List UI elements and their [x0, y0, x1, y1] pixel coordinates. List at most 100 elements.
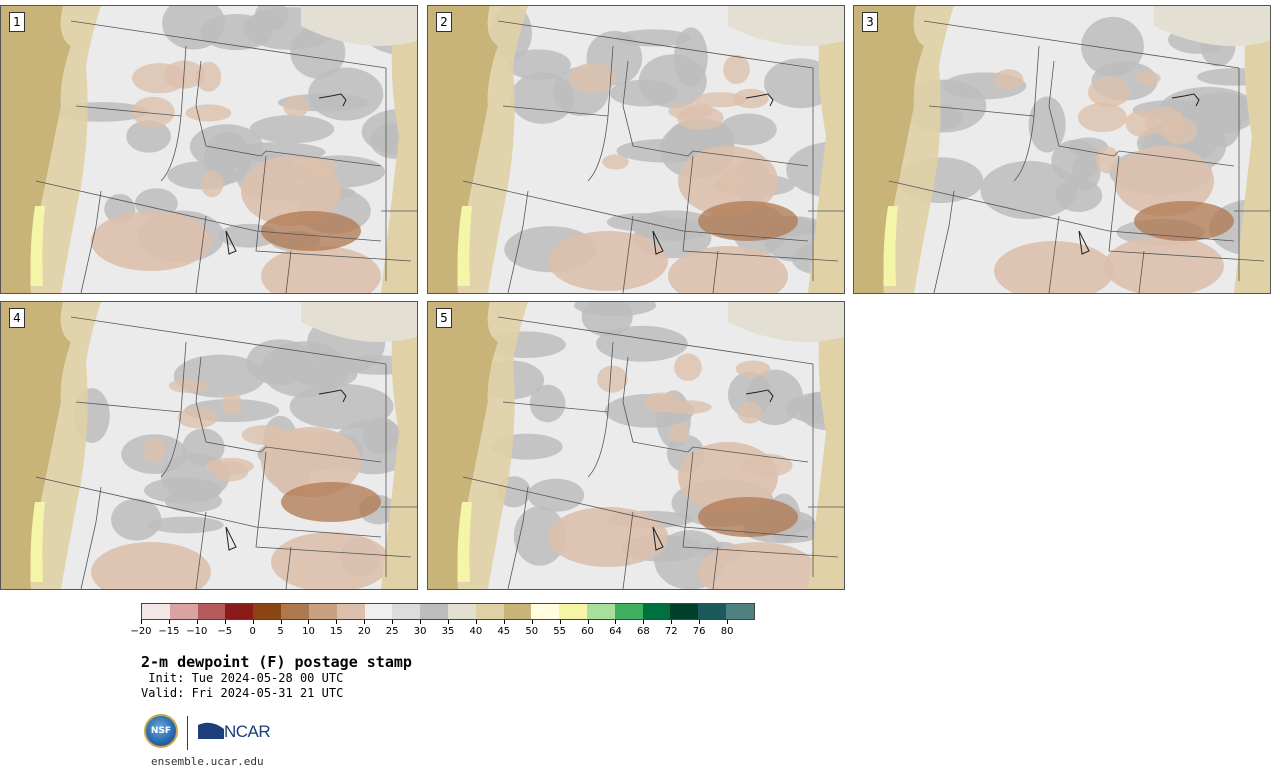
logo-divider [187, 716, 188, 750]
colorbar-swatch [142, 604, 170, 619]
site-url: ensemble.ucar.edu [151, 755, 264, 768]
state-border [1048, 60, 1235, 167]
low-dewpoint-area [289, 383, 394, 430]
colorbar-tick-label: 10 [302, 626, 315, 637]
colorbar-tick [503, 620, 505, 624]
pacific-ocean [428, 6, 498, 293]
low-dewpoint-area [506, 49, 571, 80]
state-border [255, 451, 412, 558]
moist-area [808, 302, 844, 589]
colorbar-tick-label: 40 [469, 626, 483, 637]
low-dewpoint-area [631, 210, 716, 242]
dry-area [1096, 146, 1119, 174]
dry-area [205, 457, 254, 475]
state-border [682, 451, 839, 558]
dry-area [1077, 102, 1127, 133]
colorbar-tick-label: 68 [636, 626, 650, 637]
colorbar-swatch [475, 604, 504, 619]
very-dry-area [1134, 201, 1234, 241]
colorbar-swatch [253, 604, 282, 619]
state-border [622, 511, 634, 589]
dry-area [668, 246, 788, 293]
colorbar-tick-label: 20 [357, 626, 371, 637]
state-border [160, 411, 182, 478]
dry-area [283, 95, 309, 118]
colorbar-tick [671, 620, 673, 624]
low-dewpoint-area [527, 478, 585, 512]
panel-number-label: 3 [862, 12, 878, 32]
state-border [285, 250, 292, 293]
coastal-humid-area [457, 502, 472, 582]
reservoir-lake [745, 389, 774, 403]
dry-area [271, 532, 391, 589]
dry-area [241, 424, 289, 445]
state-border [1048, 215, 1060, 293]
state-border [80, 486, 102, 589]
moist-area [1234, 6, 1270, 293]
logos: NSF NCAR [144, 713, 284, 753]
colorbar-tick-label: 55 [553, 626, 566, 637]
colorbar-tick-label: 30 [413, 626, 427, 637]
nsf-logo: NSF [144, 714, 178, 748]
colorbar [141, 603, 755, 620]
moist-area [301, 302, 417, 342]
low-dewpoint-area [126, 120, 172, 153]
colorbar-tick [336, 620, 338, 624]
colorbar-tick-label: −10 [186, 626, 208, 637]
colorbar-swatch [169, 604, 198, 619]
state-border [712, 250, 719, 293]
state-border [285, 546, 292, 589]
colorbar-tick-label: 35 [441, 626, 455, 637]
pacific-ocean [1, 302, 71, 589]
coastal-moist-area [883, 6, 954, 293]
low-dewpoint-area [719, 113, 777, 146]
dry-area [737, 401, 763, 424]
colorbar-swatch [197, 604, 226, 619]
colorbar-tick-label: −20 [130, 626, 152, 637]
coastal-humid-area [883, 206, 898, 286]
colorbar-tick-label: 15 [329, 626, 343, 637]
colorbar-swatch [225, 604, 254, 619]
map-panel-2 [428, 6, 844, 293]
great-salt-lake [225, 526, 237, 551]
dry-area [735, 360, 771, 378]
colorbar-tick [699, 620, 701, 624]
state-border [682, 155, 839, 262]
dry-area [723, 54, 750, 85]
very-dry-area [261, 211, 361, 251]
map-panel-4 [1, 302, 417, 589]
moist-area [808, 6, 844, 293]
colorbar-tick-label: 25 [385, 626, 399, 637]
state-border [255, 155, 412, 262]
state-border [923, 20, 1240, 69]
moist-area [301, 6, 417, 46]
state-border [160, 115, 182, 182]
dry-area [1114, 146, 1214, 216]
state-border [35, 476, 382, 538]
colorbar-tick [559, 620, 561, 624]
init-time: Init: Tue 2024-05-28 00 UTC [141, 671, 344, 685]
colorbar-swatch [503, 604, 532, 619]
state-border [622, 356, 809, 463]
dry-area [693, 92, 747, 108]
very-dry-area [698, 201, 798, 241]
low-dewpoint-area [596, 325, 688, 362]
state-border [70, 316, 387, 365]
state-border [1013, 115, 1035, 182]
dry-area [1161, 116, 1198, 145]
dry-area [569, 62, 617, 94]
dry-area [1136, 71, 1161, 85]
colorbar-swatch [698, 604, 727, 619]
low-dewpoint-area [513, 506, 566, 566]
coastal-humid-area [457, 206, 472, 286]
postage-stamp-panel-1: 1 [0, 5, 418, 294]
colorbar-tick-label: 50 [525, 626, 539, 637]
colorbar-tick-label: −15 [158, 626, 180, 637]
low-dewpoint-area [1068, 137, 1109, 157]
coastal-humid-area [30, 502, 45, 582]
colorbar-swatch [281, 604, 309, 619]
low-dewpoint-area [182, 428, 225, 467]
moist-area [728, 302, 844, 342]
colorbar-swatch [447, 604, 476, 619]
dry-area [674, 353, 702, 382]
